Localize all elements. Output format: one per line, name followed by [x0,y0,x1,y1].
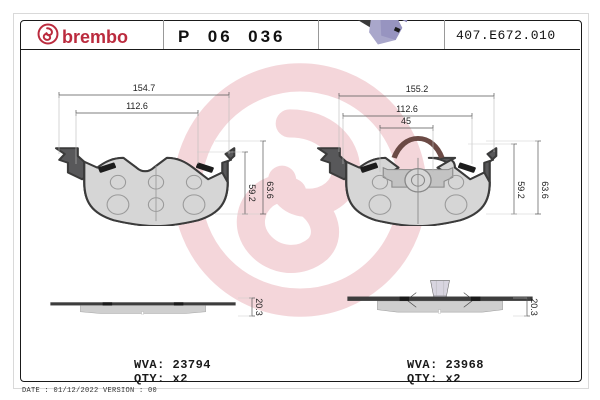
svg-text:20.3: 20.3 [529,298,539,316]
